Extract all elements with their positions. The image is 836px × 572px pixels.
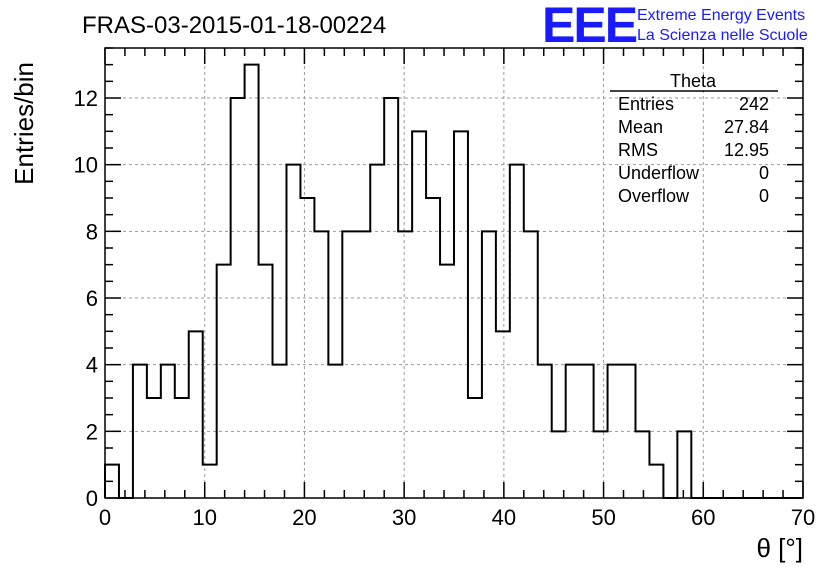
stats-box: Theta Entries 242 Mean 27.84 RMS 12.95 U… [610,71,778,206]
y-tick-label: 2 [86,419,98,444]
axis-ticks [104,47,804,499]
x-tick-label: 20 [292,505,316,530]
stats-value: 12.95 [724,140,769,160]
y-tick-label: 10 [74,153,98,178]
x-tick-label: 30 [392,505,416,530]
y-tick-label: 8 [86,219,98,244]
stats-label: Underflow [618,163,700,183]
stats-row-rms: RMS 12.95 [618,140,769,160]
stats-value: 27.84 [724,117,769,137]
x-tick-labels: 0 10 20 30 40 50 60 70 [99,505,815,530]
stats-box-title: Theta [670,71,717,91]
stats-row-underflow: Underflow 0 [618,163,769,183]
plot-frame [104,47,804,499]
y-tick-label: 4 [86,353,98,378]
x-tick-label: 60 [691,505,715,530]
y-tick-labels: 0 2 4 6 8 10 12 [74,86,98,511]
grid-lines [105,48,803,498]
stats-value: 242 [739,94,769,114]
x-tick-label: 50 [591,505,615,530]
x-tick-label: 40 [492,505,516,530]
stats-row-entries: Entries 242 [618,94,769,114]
x-tick-label: 70 [791,505,815,530]
chart-title: FRAS-03-2015-01-18-00224 [82,12,386,39]
x-axis-title: θ [°] [756,533,803,563]
y-tick-label: 6 [86,286,98,311]
stats-value: 0 [759,186,769,206]
stats-label: Overflow [618,186,690,206]
stats-row-overflow: Overflow 0 [618,186,769,206]
stats-row-mean: Mean 27.84 [618,117,769,137]
y-tick-label: 12 [74,86,98,111]
stats-label: RMS [618,140,658,160]
y-tick-label: 0 [86,486,98,511]
x-tick-label: 0 [99,505,111,530]
stats-label: Mean [618,117,663,137]
brand-subtitle-line: La Scienza nelle Scuole [637,27,808,44]
brand-name-line: Extreme Energy Events [637,7,805,24]
histogram-step-line [104,63,803,499]
stats-label: Entries [618,94,674,114]
y-axis-title: Entries/bin [9,62,39,185]
x-tick-label: 10 [192,505,216,530]
eee-logo: EEE [542,0,637,53]
stats-value: 0 [759,163,769,183]
